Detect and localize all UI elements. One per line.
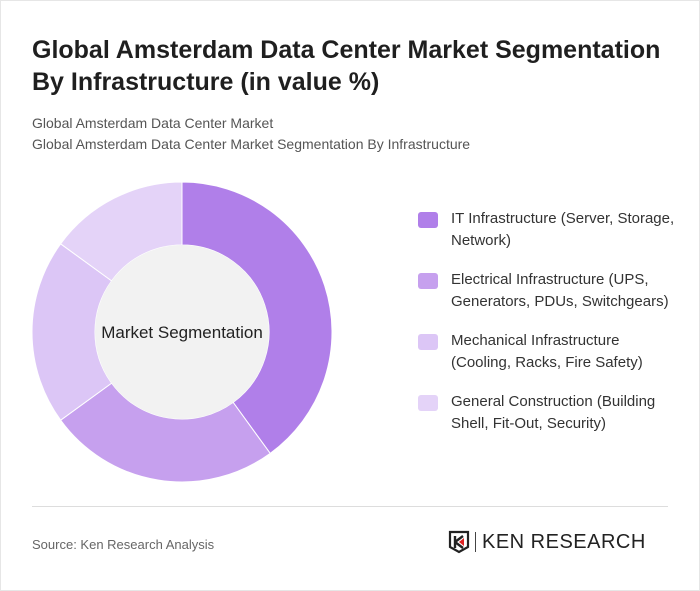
donut-chart: Market Segmentation [31, 181, 333, 483]
legend-swatch [418, 395, 438, 411]
logo-separator [475, 532, 476, 552]
subtitle-market: Global Amsterdam Data Center Market [32, 115, 274, 131]
legend-label: Electrical Infrastructure (UPS, Generato… [451, 271, 669, 310]
legend-item: Electrical Infrastructure (UPS, Generato… [418, 269, 678, 313]
ken-research-logo: KEN RESEARCH [448, 530, 646, 554]
center-label: Market Segmentation [101, 323, 263, 342]
legend-item: IT Infrastructure (Server, Storage, Netw… [418, 208, 678, 252]
source-note: Source: Ken Research Analysis [32, 537, 215, 552]
legend-label: IT Infrastructure (Server, Storage, Netw… [451, 210, 675, 249]
legend-label: Mechanical Infrastructure (Cooling, Rack… [451, 332, 643, 371]
legend-swatch [418, 212, 438, 228]
legend-swatch [418, 334, 438, 350]
logo-text: KEN RESEARCH [482, 530, 646, 553]
legend-item: General Construction (Building Shell, Fi… [418, 391, 678, 435]
donut-center [95, 245, 269, 419]
legend-label: General Construction (Building Shell, Fi… [451, 393, 656, 432]
chart-title: Global Amsterdam Data Center Market Segm… [32, 36, 661, 96]
divider [32, 506, 668, 507]
legend-item: Mechanical Infrastructure (Cooling, Rack… [418, 330, 678, 374]
legend: IT Infrastructure (Server, Storage, Netw… [418, 208, 678, 452]
legend-swatch [418, 273, 438, 289]
subtitle-segmentation: Global Amsterdam Data Center Market Segm… [32, 136, 471, 152]
ken-logo-icon [448, 530, 470, 554]
